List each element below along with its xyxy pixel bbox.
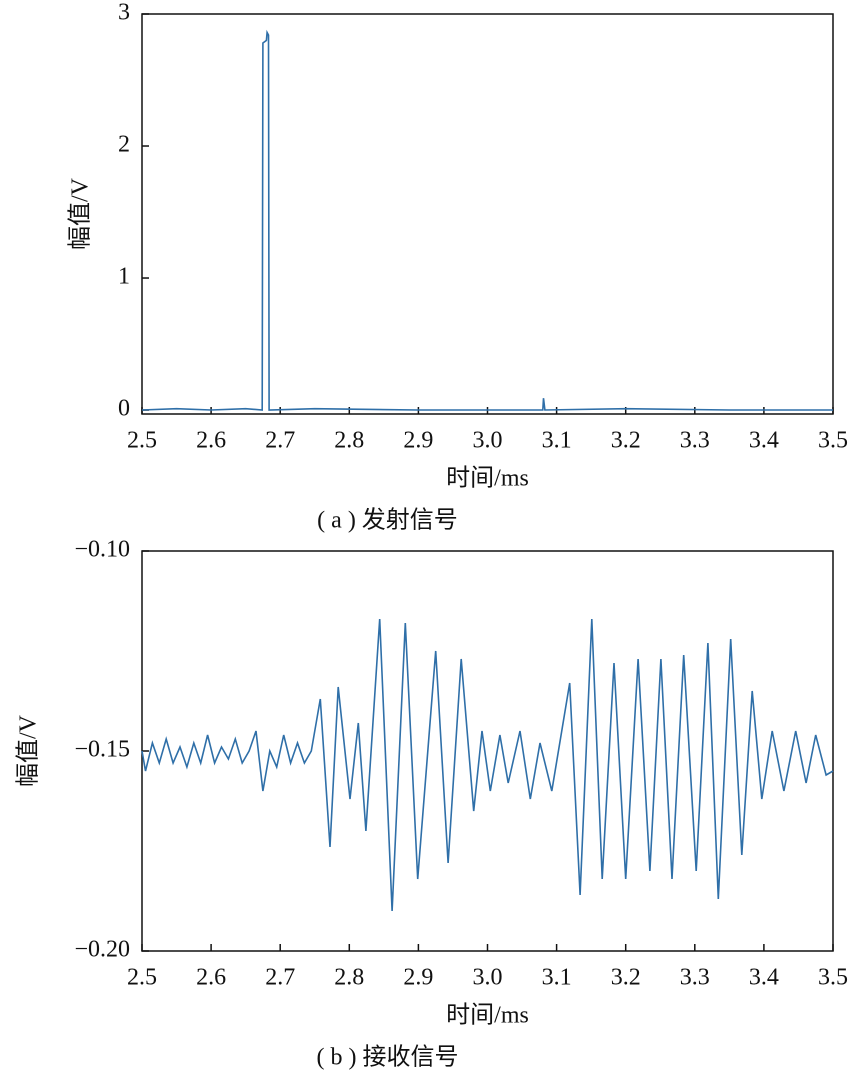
y-axis-label: 幅值/V [15, 714, 42, 787]
y-tick-label: 0 [118, 396, 130, 422]
caption: ( a ) 发射信号 [317, 507, 458, 534]
y-axis-label: 幅值/V [67, 177, 94, 250]
y-tick-label: −0.15 [74, 737, 130, 763]
y-tick-label: 2 [118, 132, 130, 158]
x-axis-label: 时间/ms [446, 465, 529, 492]
x-tick-label: 3.2 [611, 428, 641, 454]
x-tick-label: 3.2 [611, 965, 641, 991]
plot-frame [141, 550, 834, 952]
x-tick-label: 3.5 [818, 428, 848, 454]
y-tick-label: 1 [118, 264, 130, 290]
x-tick-label: 3.4 [749, 965, 779, 991]
x-tick-label: 2.5 [127, 428, 157, 454]
plot-frame [141, 13, 834, 415]
x-tick-label: 3.5 [818, 965, 848, 991]
x-tick-label: 2.9 [403, 965, 433, 991]
x-tick-label: 3.0 [473, 428, 503, 454]
x-tick-label: 2.8 [334, 965, 364, 991]
x-tick-label: 3.1 [542, 965, 572, 991]
x-tick-label: 2.5 [127, 965, 157, 991]
signal-line [141, 618, 834, 912]
x-tick-label: 2.8 [334, 428, 364, 454]
x-tick-label: 3.1 [542, 428, 572, 454]
x-tick-label: 3.0 [473, 965, 503, 991]
x-tick-label: 3.3 [680, 428, 710, 454]
y-tick-label: 3 [118, 0, 130, 26]
x-axis-label: 时间/ms [446, 1002, 529, 1029]
y-tick-label: −0.20 [74, 937, 130, 963]
x-tick-label: 3.4 [749, 428, 779, 454]
x-tick-label: 3.3 [680, 965, 710, 991]
caption: ( b ) 接收信号 [317, 1044, 459, 1071]
x-tick-label: 2.6 [196, 428, 226, 454]
signal-line [141, 29, 833, 411]
y-tick-label: −0.10 [74, 537, 130, 563]
x-tick-label: 2.6 [196, 965, 226, 991]
x-tick-label: 2.9 [403, 428, 433, 454]
x-tick-label: 2.7 [265, 428, 295, 454]
x-tick-label: 2.7 [265, 965, 295, 991]
